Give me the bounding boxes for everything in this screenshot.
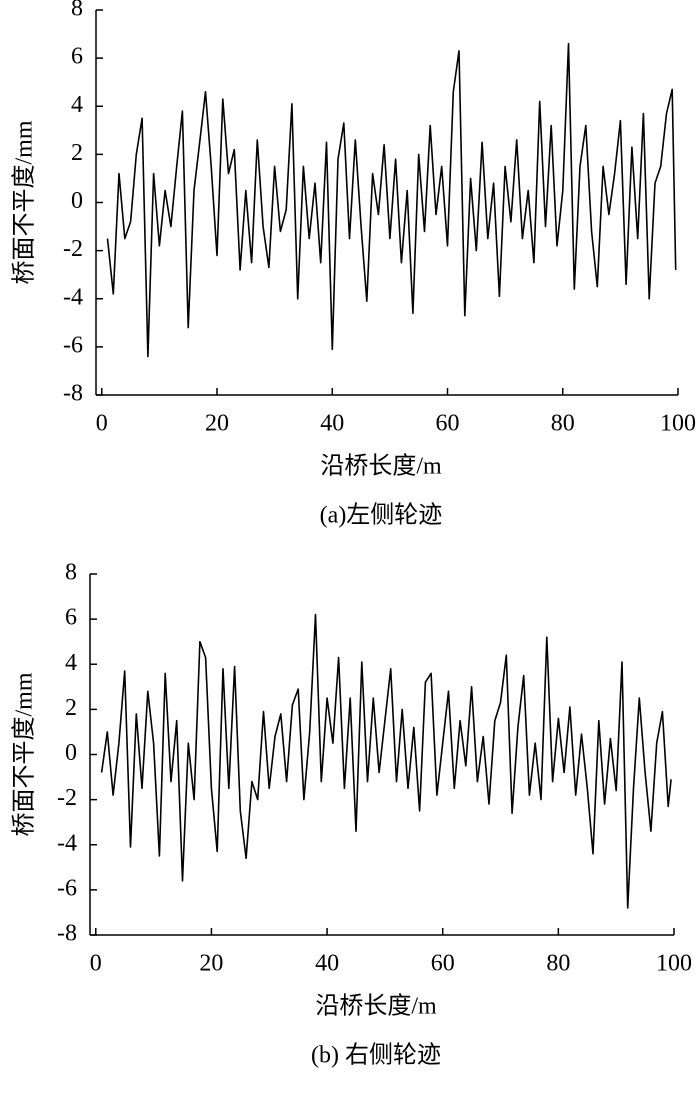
- y-tick-label: -2: [63, 236, 83, 262]
- y-tick-label: 6: [65, 605, 77, 631]
- y-tick-label: 8: [71, 0, 83, 22]
- data-line: [100, 613, 672, 909]
- y-tick-label: 4: [65, 650, 77, 676]
- y-tick-label: 2: [71, 140, 83, 166]
- x-tick-label: 80: [551, 411, 575, 437]
- x-tick-label: 100: [660, 411, 696, 437]
- x-tick-label: 80: [546, 951, 570, 977]
- x-tick-label: 60: [436, 411, 460, 437]
- x-tick-label: 0: [90, 951, 102, 977]
- y-tick-label: -6: [57, 875, 77, 901]
- x-tick-label: 20: [199, 951, 223, 977]
- x-tick-label: 0: [96, 411, 108, 437]
- y-tick-label: 0: [65, 740, 77, 766]
- x-axis-label: 沿桥长度/m: [320, 453, 442, 480]
- y-tick-label: -4: [57, 830, 77, 856]
- y-axis-label: 桥面不平度/mm: [11, 672, 38, 836]
- x-tick-label: 20: [205, 411, 229, 437]
- x-tick-label: 40: [315, 951, 339, 977]
- y-axis-label: 桥面不平度/mm: [11, 120, 38, 284]
- x-tick-label: 60: [431, 951, 455, 977]
- x-tick-label: 40: [320, 411, 344, 437]
- y-tick-label: 4: [71, 92, 83, 118]
- y-tick-label: 0: [71, 188, 83, 214]
- y-tick-label: 8: [65, 560, 77, 586]
- y-tick-label: -8: [63, 381, 83, 407]
- caption: (b) 右侧轮迹: [311, 1042, 441, 1069]
- y-tick-label: 6: [71, 44, 83, 70]
- y-tick-label: -8: [57, 921, 77, 947]
- x-tick-label: 100: [656, 951, 692, 977]
- y-tick-label: 2: [65, 695, 77, 721]
- y-tick-label: -4: [63, 284, 83, 310]
- data-line: [106, 42, 677, 358]
- y-tick-label: -6: [63, 332, 83, 358]
- x-axis-label: 沿桥长度/m: [315, 993, 437, 1020]
- caption: (a)左侧轮迹: [320, 502, 443, 529]
- y-tick-label: -2: [57, 785, 77, 811]
